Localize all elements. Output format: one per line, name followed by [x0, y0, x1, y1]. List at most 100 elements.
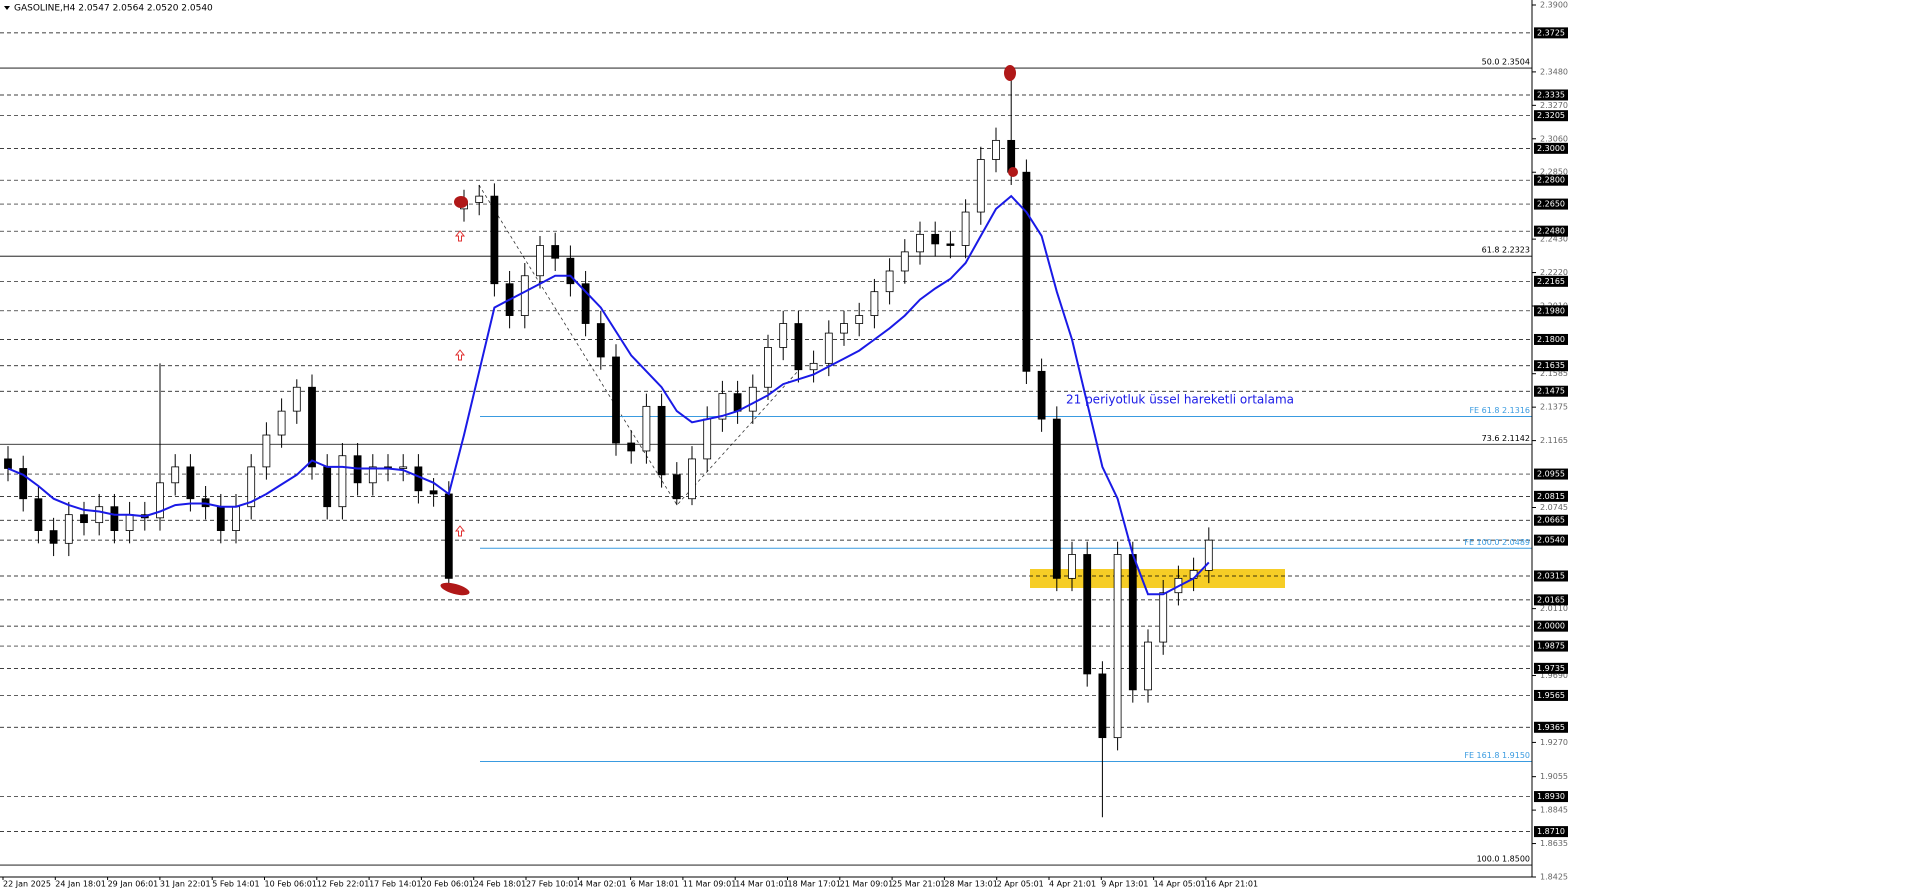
x-tick-label: 2 Apr 05:01 [997, 880, 1044, 888]
x-tick-label: 17 Feb 14:01 [369, 880, 421, 888]
layer-marks [0, 32, 1532, 866]
level-label: 2.3335 [1537, 90, 1565, 99]
candle-body [520, 275, 529, 316]
level-label: 2.3000 [1537, 144, 1565, 153]
candle-body [490, 195, 499, 285]
y-tick-label: 1.8425 [1540, 873, 1568, 882]
candle-body [308, 386, 316, 468]
ema-line [7, 194, 1210, 596]
marker [1004, 65, 1016, 81]
candle-body [961, 211, 970, 246]
candle-body [1052, 418, 1061, 579]
candle-body [581, 283, 590, 324]
x-tick-label: 20 Feb 06:01 [421, 880, 473, 888]
level-label: 1.9365 [1537, 723, 1565, 732]
fe-label: FE 100.0 2.0489 [1464, 538, 1530, 547]
candle-body [368, 466, 377, 484]
x-tick-label: 14 Mar 01:01 [735, 880, 788, 888]
candle-body [80, 514, 88, 524]
symbol-toggle[interactable] [4, 6, 10, 10]
y-tick-label: 2.2220 [1540, 268, 1568, 277]
marker [1008, 167, 1018, 177]
level-label-box [1534, 570, 1568, 582]
candle-body [444, 493, 453, 579]
candle-body [19, 468, 28, 500]
candle-body [1204, 539, 1213, 571]
candle-body [247, 466, 256, 508]
x-tick-label: 12 Feb 22:01 [317, 880, 369, 888]
fe-label: FE 61.8 2.1316 [1469, 406, 1530, 415]
candle-body [551, 245, 560, 259]
candle-body [779, 323, 788, 348]
level-label-box [1534, 468, 1568, 480]
x-tick-label: 22 Jan 2025 [3, 880, 51, 888]
level-label: 1.9735 [1537, 664, 1565, 673]
x-tick-label: 9 Apr 13:01 [1101, 880, 1148, 888]
candle-body [125, 514, 134, 531]
candle-body [824, 332, 833, 364]
candle-body [764, 347, 772, 388]
level-label: 2.2480 [1537, 227, 1565, 236]
level-label-box [1534, 360, 1568, 372]
y-tick-label: 2.3060 [1540, 134, 1568, 143]
candle-body [703, 418, 712, 460]
level-label-box [1534, 662, 1568, 674]
candle-body [946, 243, 955, 246]
candle-body [475, 195, 484, 203]
level-label-box [1534, 110, 1568, 122]
candle-body [566, 257, 575, 285]
level-label-box [1534, 791, 1568, 803]
candle-body [4, 458, 12, 469]
level-label-box [1534, 490, 1568, 502]
level-label: 2.2165 [1537, 277, 1565, 286]
y-tick-label: 2.0745 [1540, 503, 1568, 512]
y-tick-label: 2.2850 [1540, 168, 1568, 177]
candle-body [718, 393, 727, 420]
x-tick-label: 27 Feb 10:01 [526, 880, 578, 888]
candle-body [1144, 641, 1152, 691]
fe-label: FE 161.8 1.9150 [1464, 751, 1530, 760]
x-tick-label: 11 Mar 09:01 [683, 880, 736, 888]
level-label: 2.1475 [1537, 387, 1565, 396]
y-tick-label: 2.3480 [1540, 67, 1568, 76]
arrow [454, 230, 466, 242]
x-tick-label: 10 Feb 06:01 [265, 880, 317, 888]
candle-body [156, 482, 164, 519]
arrow [454, 349, 466, 361]
candle-body [216, 506, 225, 531]
candle-body [1083, 554, 1092, 675]
y-tick-label: 1.8635 [1540, 839, 1568, 848]
candle-body [1113, 554, 1122, 739]
candle-body [338, 455, 347, 508]
candle-body [1022, 171, 1031, 372]
candle-body [1037, 370, 1046, 420]
candle-body [642, 405, 651, 452]
x-tick-label: 6 Mar 18:01 [631, 880, 679, 888]
x-tick-label: 24 Jan 18:01 [55, 880, 106, 888]
candle-body [262, 434, 271, 468]
marker [440, 582, 470, 596]
candle-body [323, 466, 332, 508]
y-tick-label: 2.1585 [1540, 369, 1568, 378]
level-label-box [1534, 333, 1568, 345]
x-tick-label: 28 Mar 13:01 [944, 880, 997, 888]
fib-label: 61.8 2.2323 [1482, 246, 1530, 255]
candle-body [672, 474, 681, 500]
level-label: 2.1800 [1537, 335, 1565, 344]
x-tick-label: 24 Feb 18:01 [474, 880, 526, 888]
level-label: 1.8710 [1537, 827, 1565, 836]
x-tick-label: 16 Apr 21:01 [1206, 880, 1258, 888]
candle-body [277, 410, 286, 436]
candle-body [292, 386, 301, 412]
y-tick-label: 1.8845 [1540, 806, 1568, 815]
level-label-box [1534, 826, 1568, 838]
chart-title: GASOLINE,H4 2.0547 2.0564 2.0520 2.0540 [14, 4, 213, 14]
level-label: 2.1635 [1537, 361, 1565, 370]
candle-body [657, 405, 666, 476]
x-tick-label: 4 Apr 21:01 [1049, 880, 1096, 888]
level-label: 2.3205 [1537, 111, 1565, 120]
candle-body [870, 291, 879, 316]
candle-body [688, 458, 696, 500]
